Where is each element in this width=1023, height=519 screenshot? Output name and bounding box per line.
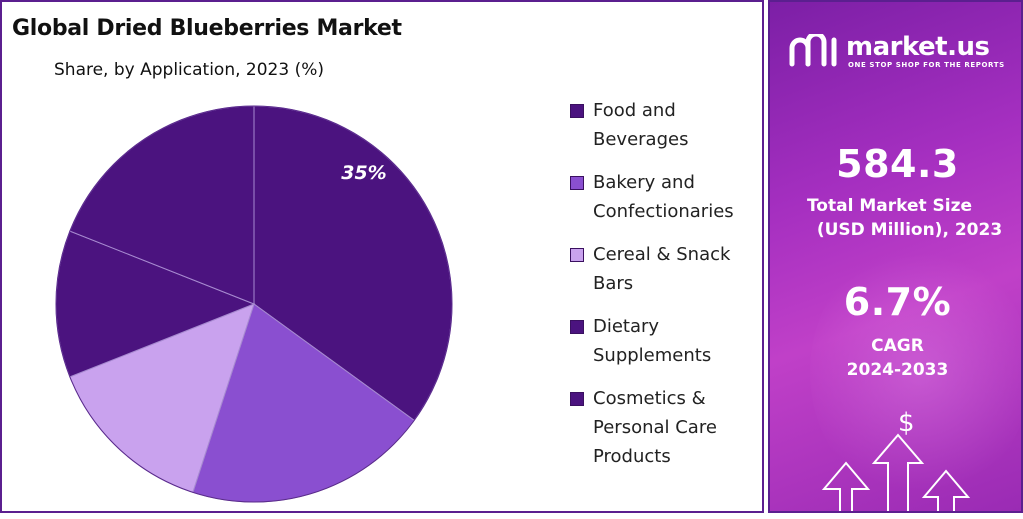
legend-item: Food and Beverages: [570, 96, 760, 154]
market-us-logo-icon: [789, 34, 837, 67]
legend-swatch: [570, 320, 584, 334]
stats-panel: market.us ONE STOP SHOP FOR THE REPORTS …: [768, 0, 1023, 513]
dollar-icon: $: [898, 408, 915, 438]
chart-panel: Global Dried Blueberries Market Share, b…: [0, 0, 764, 513]
pie-outline: [55, 105, 453, 503]
legend-label: Dietary Supplements: [593, 316, 712, 366]
legend-item: Cosmetics & Personal Care Products: [570, 384, 760, 471]
brand-name: market.us: [846, 32, 990, 62]
brand-tagline: ONE STOP SHOP FOR THE REPORTS: [848, 61, 1005, 69]
chart-title: Global Dried Blueberries Market: [12, 16, 402, 41]
legend-swatch: [570, 248, 584, 262]
pie-chart: 35%: [55, 105, 453, 503]
background-glow: [810, 242, 1021, 502]
cagr-period: 2024-2033: [846, 360, 949, 380]
legend-item: Dietary Supplements: [570, 312, 760, 370]
market-size-label-1: Total Market Size: [806, 196, 973, 216]
cagr-value: 6.7%: [843, 280, 952, 324]
legend-item: Bakery and Confectionaries: [570, 168, 760, 226]
legend-label: Cosmetics & Personal Care Products: [593, 388, 717, 467]
market-size-label-2: (USD Million), 2023: [816, 220, 1003, 240]
legend-item: Cereal & Snack Bars: [570, 240, 760, 298]
legend-label: Cereal & Snack Bars: [593, 244, 731, 294]
legend-label: Bakery and Confectionaries: [593, 172, 734, 222]
market-size-value: 584.3: [836, 142, 959, 186]
legend-label: Food and Beverages: [593, 100, 689, 150]
chart-legend: Food and Beverages Bakery and Confection…: [570, 96, 760, 485]
legend-swatch: [570, 104, 584, 118]
pie-data-label: 35%: [341, 162, 386, 184]
growth-arrows-icon: $: [821, 408, 971, 511]
cagr-label: CAGR: [871, 336, 924, 356]
legend-swatch: [570, 176, 584, 190]
legend-swatch: [570, 392, 584, 406]
chart-subtitle: Share, by Application, 2023 (%): [54, 60, 324, 80]
brand-logo: market.us ONE STOP SHOP FOR THE REPORTS: [788, 32, 1018, 72]
